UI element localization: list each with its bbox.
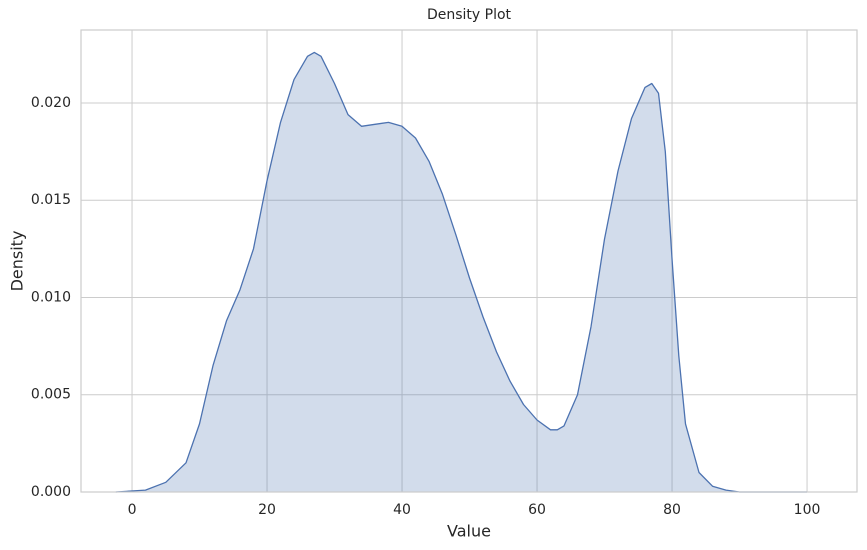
chart-title: Density Plot [427,7,512,23]
x-axis-label: Value [447,522,491,541]
plot-frame [80,29,858,493]
density-line [115,51,807,493]
y-tick-label: 0.015 [31,192,71,208]
y-tick-label: 0.005 [31,387,71,403]
x-tick-label: 40 [393,502,411,518]
x-tick-label: 60 [528,502,546,518]
y-tick-label: 0.010 [31,289,71,305]
y-tick-label: 0.000 [31,484,71,500]
y-axis-label: Density [8,231,27,292]
x-tick-label: 20 [258,502,276,518]
y-tick-label: 0.020 [31,95,71,111]
x-tick-label: 80 [663,502,681,518]
x-tick-label: 0 [128,502,137,518]
x-tick-label: 100 [794,502,821,518]
density-area [115,52,808,493]
